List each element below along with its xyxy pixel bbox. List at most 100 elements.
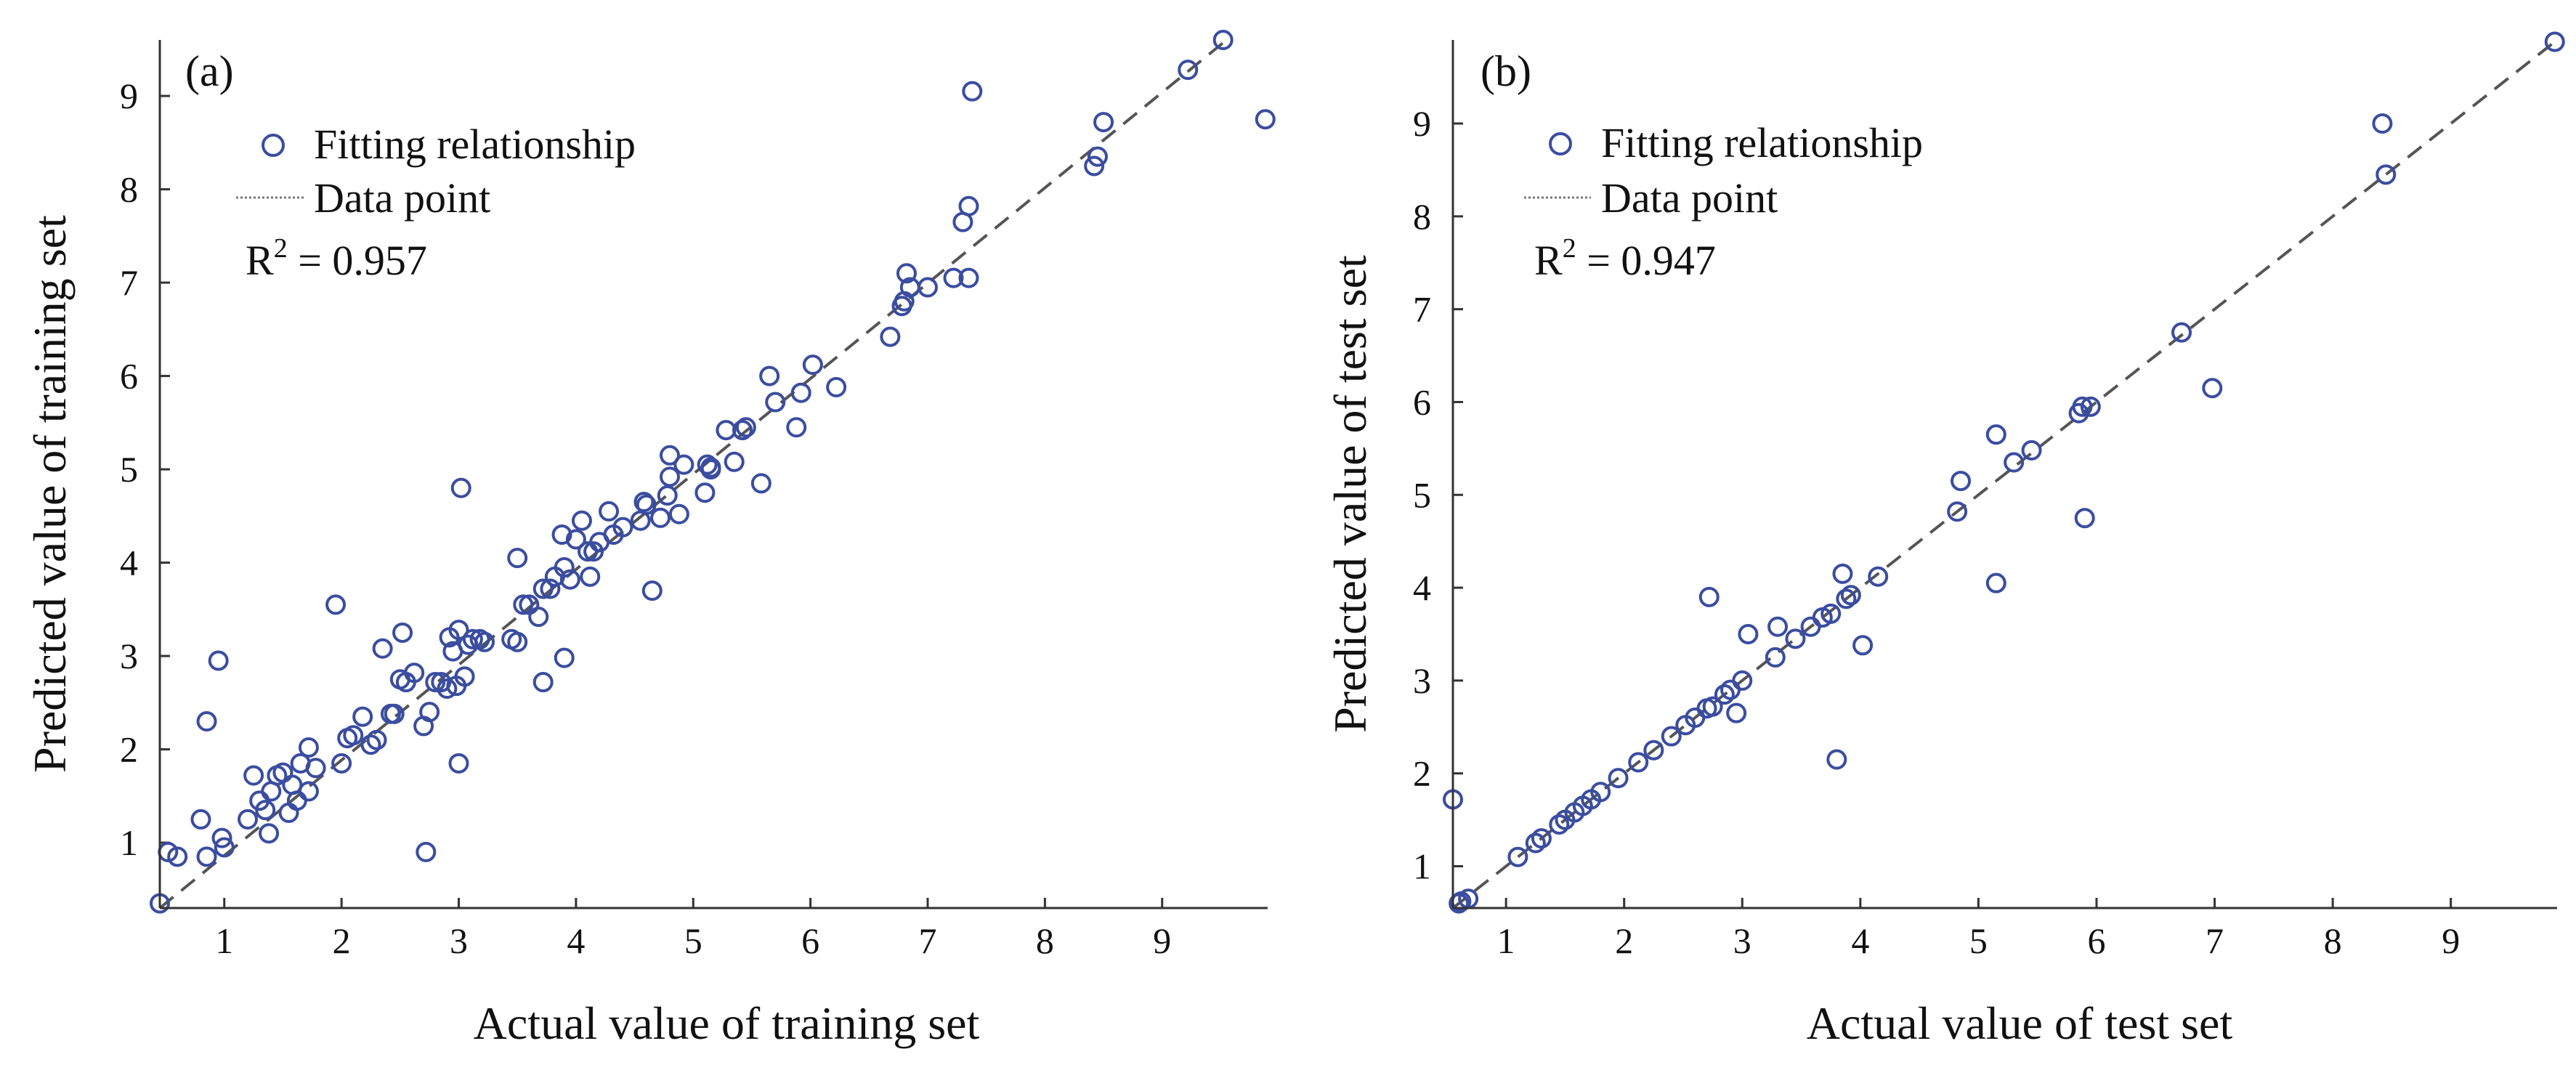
panel-a-data-point — [513, 594, 534, 615]
panel-a-data-point — [425, 672, 446, 693]
panel-a-data-point — [419, 702, 440, 723]
panel-a-data-point — [360, 734, 381, 755]
panel-a-data-point — [668, 503, 689, 524]
panel-b-data-point — [1608, 768, 1629, 789]
panel-a-data-point — [673, 454, 694, 475]
panel-a-data-point — [211, 827, 232, 848]
panel-a-data-point — [716, 420, 737, 441]
panel-b-data-point — [1826, 749, 1847, 770]
panel-a-data-point — [735, 417, 756, 438]
panel-a-data-point — [750, 473, 771, 494]
panel-b-data-point — [1785, 628, 1806, 649]
panel-a-data-point — [255, 800, 276, 821]
panel-a-legend-marker-icon — [262, 134, 285, 157]
panel-a-data-point — [325, 594, 347, 615]
panel-a-data-point — [214, 837, 235, 858]
panel-b-data-point — [1820, 603, 1842, 624]
panel-b-data-point — [1852, 635, 1874, 656]
panel-b-data-point — [1726, 702, 1747, 724]
panel-a-data-point — [633, 492, 655, 513]
panel-b-x-tick-label: 4 — [1851, 920, 1869, 961]
panel-b-data-point — [1531, 828, 1552, 849]
panel-b-r2-sup: 2 — [1563, 233, 1576, 264]
panel-a-data-point — [599, 500, 620, 522]
panel-a-data-point — [694, 482, 716, 503]
panel-a-data-point — [641, 580, 663, 601]
panel-a-data-point — [507, 548, 528, 569]
panel-a-data-point — [384, 703, 405, 724]
panel-a-fit-line — [158, 38, 1228, 909]
panel-a-data-point — [167, 846, 188, 867]
panel-a-x-tick-label: 3 — [450, 920, 468, 961]
panel-a-data-point — [571, 510, 592, 531]
panel-b-y-tick-label: 4 — [1413, 567, 1431, 608]
panel-a-data-point — [962, 81, 983, 102]
panel-a-data-point — [554, 647, 575, 668]
panel-b-data-point — [2544, 31, 2565, 52]
panel-a-data-point — [298, 737, 319, 758]
panel-b-x-tick-label: 7 — [2206, 920, 2224, 961]
panel-a-data-point — [790, 382, 811, 403]
panel-b-r2-value: = 0.947 — [1576, 237, 1716, 284]
panel-b-data-point — [2072, 396, 2093, 417]
panel-b-data-point — [2004, 452, 2025, 473]
panel-b-x-tick-label: 8 — [2324, 920, 2342, 961]
panel-a-data-point — [565, 529, 586, 550]
panel-b-data-point — [2021, 439, 2042, 461]
panel-a-y-tick-label: 7 — [120, 262, 138, 303]
panel-b-fit-line — [1451, 38, 2559, 909]
panel-b-y-tick-label: 1 — [1413, 846, 1431, 886]
panel-a-data-point — [208, 650, 229, 671]
panel-b-data-point — [1702, 696, 1723, 717]
panel-a-data-point — [416, 841, 437, 862]
panel-a-data-point — [554, 556, 575, 578]
panel-a-data-point — [636, 494, 657, 515]
panel-a-data-point — [559, 569, 580, 590]
panel-a-data-point — [196, 711, 217, 732]
panel-b-x-tick-label: 3 — [1733, 920, 1751, 961]
panel-b-data-point — [1590, 782, 1611, 803]
panel-a-data-point — [826, 377, 847, 397]
panel-b-r2: R2 = 0.947 — [1534, 233, 1716, 284]
panel-a-r2: R2 = 0.957 — [246, 233, 427, 284]
panel-a-x-tick-label: 6 — [801, 920, 819, 961]
panel-a-data-point — [528, 607, 549, 628]
panel-a-data-point — [392, 622, 413, 643]
panel-b-data-point — [1507, 846, 1528, 867]
panel-a-training-scatter: 1 2 3 4 5 6 7 8 9 1 2 3 4 5 6 7 8 9 (a) Fitting relations… — [24, 30, 1276, 1049]
panel-a-data-point — [238, 808, 259, 830]
panel-a-data-point — [732, 420, 753, 441]
panel-a-data-point — [454, 666, 475, 687]
panel-b-data-point — [1868, 566, 1889, 587]
panel-b-x-tick-label: 6 — [2087, 920, 2105, 961]
panel-b-data-point — [1449, 893, 1470, 914]
panel-b-ticks: 1 2 3 4 5 6 7 8 9 1 2 3 4 5 6 7 8 9 — [1413, 103, 2460, 961]
panel-a-data-point — [724, 451, 745, 472]
panel-b-data-point — [1738, 623, 1759, 644]
panel-b-data-point — [1549, 814, 1570, 835]
panel-b-legend-marker-label: Fitting relationship — [1601, 119, 1923, 166]
panel-a-data-point — [650, 507, 671, 528]
panel-a-data-point — [880, 326, 901, 347]
panel-a-data-point — [532, 578, 554, 599]
panel-a-data-point — [507, 631, 528, 652]
panel-b-data-point — [2372, 113, 2393, 134]
panel-a-data-point — [343, 725, 364, 746]
panel-a-data-point — [697, 454, 718, 475]
panel-a-legend-line-label: Data point — [314, 174, 490, 222]
panel-a-r2-sup: 2 — [274, 233, 288, 264]
panel-a-data-point — [196, 846, 217, 867]
panel-a-data-point — [786, 417, 807, 438]
panel-a-y-tick-label: 6 — [120, 356, 138, 397]
panel-b-data-point — [2171, 322, 2192, 343]
panel-a-data-point — [352, 706, 373, 727]
panel-b-data-point — [1832, 563, 1853, 584]
panel-b-data-point — [2080, 396, 2101, 417]
panel-b-x-tick-label: 5 — [1969, 920, 1988, 961]
panel-b-y-tick-label: 7 — [1413, 289, 1431, 330]
panel-b-test-scatter: 1 2 3 4 5 6 7 8 9 1 2 3 4 5 6 7 8 9 (b) Fitting relations… — [1324, 31, 2565, 1049]
panel-a-data-point — [612, 516, 633, 538]
panel-a-x-tick-label: 5 — [684, 920, 702, 961]
panel-b-r2-prefix: R — [1534, 237, 1563, 284]
